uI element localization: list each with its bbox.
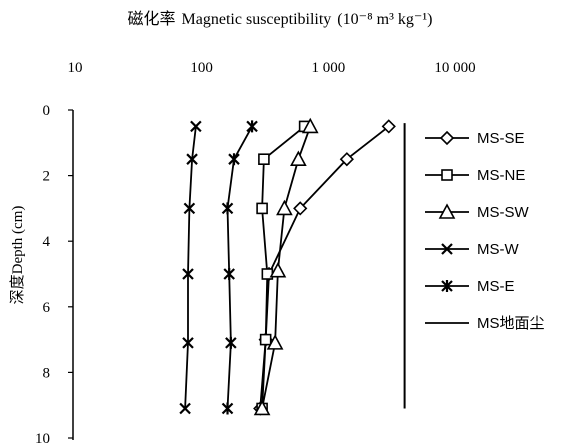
- legend-label: MS-SE: [477, 130, 525, 147]
- data-point-star: [221, 402, 234, 415]
- legend-label: MS-NE: [477, 167, 525, 184]
- legend-item: MS地面尘: [425, 315, 545, 332]
- y-tick-label: 10: [35, 431, 50, 446]
- legend-item: MS-NE: [425, 167, 525, 184]
- series-line: [261, 126, 312, 409]
- series-line: [226, 125, 253, 409]
- series-5: [221, 120, 258, 415]
- data-point-square: [258, 153, 270, 165]
- series-4: [179, 120, 202, 415]
- chart-title-unit: (10⁻⁸ m³ kg⁻¹): [337, 11, 432, 28]
- legend-item: MS-E: [425, 278, 515, 295]
- y-tick-label: 0: [43, 103, 51, 119]
- x-tick-label: 1 000: [311, 60, 345, 76]
- data-point-x: [186, 153, 198, 165]
- y-axis-label: 深度Depth (cm): [9, 206, 26, 305]
- data-point-star: [246, 120, 258, 133]
- y-tick-label: 6: [43, 300, 51, 316]
- data-point-star: [225, 336, 237, 349]
- data-point-star: [223, 268, 235, 280]
- data-point-star: [228, 153, 240, 166]
- legend-label: MS地面尘: [477, 315, 545, 332]
- series-layer: [179, 117, 406, 416]
- data-point-triangle: [301, 117, 319, 134]
- y-tick-label: 8: [43, 365, 51, 381]
- data-point-star: [441, 280, 453, 292]
- data-point-star: [221, 202, 234, 215]
- series-line: [261, 125, 306, 409]
- x-tick-label: 10 000: [434, 60, 475, 76]
- legend-label: MS-SW: [477, 204, 530, 221]
- data-point-diamond: [381, 119, 396, 134]
- y-tick-labels: 0 2 4 6 8 10: [35, 103, 73, 446]
- x-tick-labels: 10 100 1 000 10 000: [68, 60, 476, 76]
- x-tick-label: 100: [190, 60, 213, 76]
- legend: MS-SE MS-NE MS-SW MS-W MS-E MS地面尘: [425, 130, 545, 332]
- data-point-x: [179, 402, 191, 415]
- data-point-triangle: [253, 399, 271, 416]
- data-point-triangle: [269, 262, 287, 278]
- data-point-x: [190, 120, 202, 133]
- legend-item: MS-SE: [425, 130, 525, 147]
- legend-item: MS-SW: [425, 203, 530, 221]
- y-tick-label: 2: [43, 169, 51, 185]
- y-tick-label: 4: [43, 234, 51, 250]
- data-point-square: [441, 169, 453, 181]
- series-line: [184, 126, 197, 409]
- data-point-square: [256, 202, 268, 215]
- chart-title-en: Magnetic susceptibility: [182, 11, 332, 28]
- data-point-x: [183, 202, 196, 215]
- legend-item: MS-W: [425, 241, 519, 258]
- chart-title-cn: 磁化率: [128, 10, 176, 28]
- data-point-triangle: [276, 199, 293, 216]
- data-point-triangle: [266, 334, 284, 350]
- data-point-diamond: [439, 130, 455, 146]
- data-point-x: [182, 337, 194, 349]
- series-3: [253, 117, 319, 416]
- data-point-triangle: [290, 150, 307, 166]
- data-point-square: [259, 333, 272, 346]
- legend-label: MS-W: [477, 241, 519, 258]
- data-point-triangle: [438, 203, 456, 219]
- x-tick-label: 10: [68, 60, 83, 76]
- data-point-x: [182, 268, 194, 280]
- data-point-x: [441, 243, 453, 255]
- legend-label: MS-E: [477, 278, 515, 295]
- data-point-diamond: [339, 152, 354, 167]
- data-point-diamond: [293, 201, 308, 216]
- chart-title: 磁化率 Magnetic susceptibility (10⁻⁸ m³ kg⁻¹): [128, 10, 433, 28]
